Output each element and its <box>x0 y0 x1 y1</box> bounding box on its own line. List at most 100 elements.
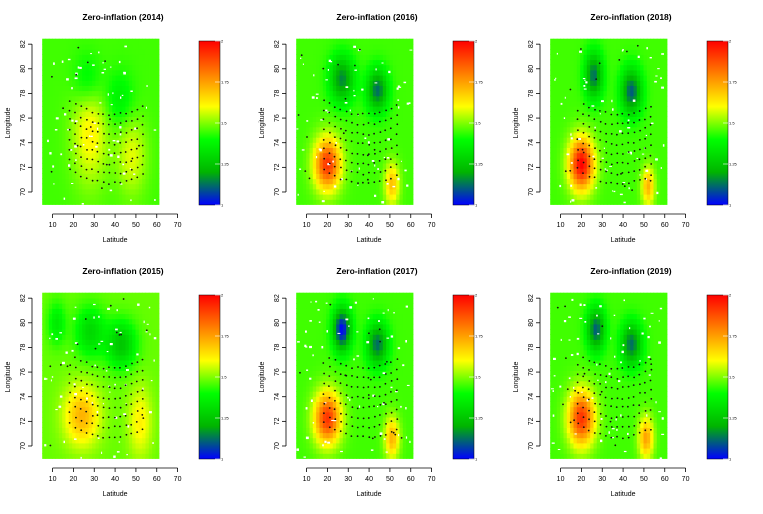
survey-point <box>120 407 122 409</box>
survey-point <box>80 360 82 362</box>
survey-point <box>49 365 51 367</box>
survey-point <box>120 173 122 175</box>
x-tick-label: 20 <box>70 476 78 483</box>
survey-point <box>385 434 387 436</box>
survey-point <box>340 363 342 365</box>
heatmap-surface <box>550 39 667 205</box>
survey-point <box>577 129 579 131</box>
survey-point <box>390 166 392 168</box>
survey-point <box>634 132 636 134</box>
survey-point <box>142 428 144 430</box>
survey-point <box>583 396 585 398</box>
survey-point <box>639 392 641 394</box>
survey-point <box>610 368 612 370</box>
survey-point <box>109 407 111 409</box>
survey-point <box>81 420 83 422</box>
survey-point <box>385 423 387 425</box>
survey-point <box>589 165 591 167</box>
survey-point <box>379 386 381 388</box>
survey-point <box>357 386 359 388</box>
survey-point <box>142 173 144 175</box>
survey-point <box>576 138 578 140</box>
survey-point <box>142 359 144 361</box>
survey-point <box>622 426 624 428</box>
survey-point <box>362 163 364 165</box>
survey-point <box>577 167 579 169</box>
survey-point <box>368 367 370 369</box>
survey-point <box>340 430 342 432</box>
survey-point <box>385 120 387 122</box>
y-tick-label: 72 <box>274 163 281 171</box>
survey-point <box>396 114 398 116</box>
survey-point <box>577 118 579 120</box>
y-axis-label: Longitude <box>259 362 266 393</box>
survey-point <box>86 361 88 363</box>
survey-point <box>97 425 99 427</box>
survey-point <box>401 437 403 439</box>
survey-point <box>622 144 624 146</box>
survey-point <box>645 362 647 364</box>
survey-point <box>108 376 110 378</box>
survey-point <box>611 164 613 166</box>
survey-point <box>367 386 369 388</box>
survey-point <box>582 149 584 151</box>
survey-point <box>337 64 339 66</box>
survey-point <box>351 181 353 183</box>
chart-title: Zero-inflation (2019) <box>590 266 671 276</box>
survey-point <box>627 122 629 124</box>
survey-point <box>650 180 652 182</box>
survey-point <box>372 438 374 440</box>
survey-point <box>611 417 613 419</box>
survey-point <box>103 142 105 144</box>
survey-point <box>90 126 92 128</box>
survey-point <box>385 394 387 396</box>
survey-point <box>323 147 325 149</box>
survey-point <box>340 382 342 384</box>
survey-point <box>119 161 121 163</box>
survey-point <box>368 406 370 408</box>
y-tick-label: 76 <box>274 114 281 122</box>
survey-point <box>91 422 93 424</box>
survey-point <box>617 368 619 370</box>
survey-point <box>385 110 387 112</box>
survey-point <box>396 123 398 125</box>
survey-point <box>644 166 646 168</box>
colorbar-tick-label: 1.5 <box>475 121 481 126</box>
survey-point <box>644 157 646 159</box>
survey-point <box>80 117 82 119</box>
survey-point <box>125 171 127 173</box>
survey-point <box>605 171 607 173</box>
survey-point <box>102 427 104 429</box>
survey-point <box>650 398 652 400</box>
x-tick-label: 70 <box>682 222 690 229</box>
survey-point <box>102 437 104 439</box>
survey-point <box>573 419 575 421</box>
survey-point <box>86 393 88 395</box>
survey-point <box>617 174 619 176</box>
y-tick-label: 76 <box>20 114 27 122</box>
survey-point <box>385 403 387 405</box>
survey-point <box>583 123 585 125</box>
survey-point <box>304 170 306 172</box>
survey-point <box>86 401 88 403</box>
survey-point <box>346 111 348 113</box>
y-tick-label: 78 <box>274 89 281 97</box>
survey-point <box>570 422 572 424</box>
survey-point <box>345 98 347 100</box>
survey-point <box>51 76 53 78</box>
survey-point <box>368 436 370 438</box>
survey-point <box>80 146 82 148</box>
y-tick-label: 70 <box>20 442 27 450</box>
survey-point <box>142 145 144 147</box>
survey-point <box>565 357 567 359</box>
survey-point <box>131 120 133 122</box>
survey-point <box>368 122 370 124</box>
y-tick-label: 80 <box>528 319 535 327</box>
survey-point <box>351 171 353 173</box>
survey-point <box>628 182 630 184</box>
survey-point <box>588 399 590 401</box>
survey-point <box>639 130 641 132</box>
survey-point <box>622 162 624 164</box>
colorbar-tick-label: 1.75 <box>475 334 484 339</box>
